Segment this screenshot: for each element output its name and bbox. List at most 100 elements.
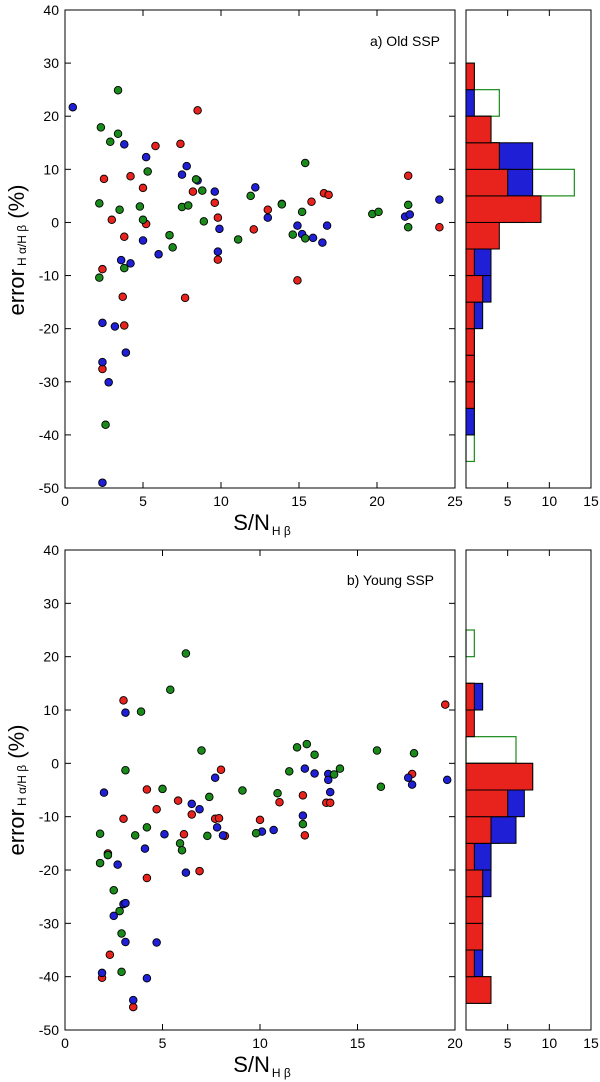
data-point-green-young — [203, 831, 212, 841]
data-point-blue-young — [99, 788, 109, 797]
y-tick-label: -40 — [39, 969, 59, 985]
data-point-green-old — [300, 234, 310, 243]
hist-x-tick-label: 5 — [504, 493, 512, 509]
x-tick-label: 5 — [139, 493, 147, 509]
data-point-green-young — [130, 831, 140, 840]
data-point-blue-young — [128, 995, 138, 1005]
data-point-green-old — [191, 175, 201, 184]
data-point-green-old — [183, 201, 193, 210]
data-point-blue-old — [98, 478, 107, 487]
data-point-blue-old — [104, 378, 113, 387]
data-point-red-old — [249, 225, 259, 234]
data-point-green-young — [175, 839, 185, 848]
hist-bar-red-old — [465, 195, 542, 223]
data-point-blue-old — [213, 247, 223, 256]
data-point-green-young — [136, 707, 146, 716]
data-point-green-young — [177, 846, 187, 855]
hist-bar-red-old — [465, 221, 500, 250]
data-point-blue-old — [182, 161, 191, 171]
hist-bar-red-old — [465, 168, 509, 197]
hist-bar-red-old — [465, 301, 475, 330]
data-point-green-young — [95, 858, 105, 868]
data-point-red-old — [293, 276, 302, 285]
data-point-red-young — [275, 798, 284, 807]
data-point-blue-old — [308, 233, 318, 243]
x-axis-label-old-ssp: S/N H β — [233, 510, 291, 538]
data-point-green-young — [117, 929, 126, 938]
y-tick-label: 40 — [43, 2, 59, 18]
data-point-red-old — [118, 292, 127, 302]
y-tick-label: 0 — [51, 214, 59, 230]
data-point-blue-old — [98, 357, 107, 367]
data-point-green-old — [403, 222, 413, 232]
data-point-green-old — [165, 230, 174, 240]
data-point-green-old — [403, 200, 413, 210]
histogram-panel-old-ssp: 5 10 15 — [465, 9, 599, 509]
data-point-green-old — [105, 137, 115, 146]
data-point-green-old — [96, 123, 106, 132]
data-point-green-old — [374, 207, 383, 217]
data-point-green-young — [302, 739, 312, 749]
hist-bar-red-young — [465, 682, 475, 711]
data-point-green-young — [95, 829, 105, 838]
data-point-red-young — [214, 814, 224, 823]
hist-bar-red-old — [465, 115, 492, 144]
data-point-green-young — [298, 819, 308, 829]
y-tick-label: 20 — [43, 649, 59, 665]
data-point-blue-young — [324, 775, 333, 785]
data-point-green-young — [238, 786, 247, 795]
y-tick-label: -50 — [39, 480, 59, 496]
x-tick-label: 15 — [291, 493, 307, 509]
hist-x-tick-label: 15 — [583, 1035, 599, 1051]
data-point-blue-old — [154, 250, 163, 259]
data-point-blue-young — [212, 823, 222, 832]
data-point-red-old — [210, 198, 220, 208]
hist-bar-red-old — [465, 248, 475, 277]
y-tick-label: 40 — [43, 542, 59, 558]
data-point-blue-young — [121, 937, 130, 947]
data-point-green-young — [103, 850, 113, 860]
data-point-green-old — [138, 215, 148, 225]
data-point-red-young — [119, 814, 128, 824]
hist-bar-red-old — [465, 142, 500, 170]
data-point-blue-young — [300, 764, 310, 773]
data-point-red-young — [142, 873, 152, 883]
data-point-blue-old — [293, 221, 302, 230]
data-point-blue-young — [160, 830, 169, 839]
y-tick-label: -30 — [39, 915, 59, 931]
hist-bar-red-young — [465, 789, 509, 818]
hist-x-tick-label: 10 — [542, 493, 558, 509]
hist-bar-blue-old — [465, 89, 475, 117]
data-point-blue-old — [126, 259, 135, 268]
hist-x-tick-label: 15 — [583, 493, 599, 509]
data-point-red-old — [98, 264, 107, 274]
data-point-red-young — [173, 796, 183, 805]
data-point-green-young — [329, 770, 339, 779]
data-point-red-young — [195, 866, 204, 876]
data-point-red-young — [441, 700, 450, 709]
data-point-green-young — [181, 649, 191, 658]
data-point-green-young — [273, 788, 282, 798]
data-point-green-old — [199, 217, 209, 226]
scatter-panel-young-ssp: errorH α/H β (%) -50 -40 -30 -20 -10 0 10 20 30 4… — [4, 542, 463, 1080]
data-point-blue-old — [98, 318, 107, 328]
data-point-red-old — [138, 183, 148, 193]
data-point-blue-old — [263, 213, 273, 222]
data-point-blue-old — [322, 221, 332, 230]
data-point-red-old — [324, 190, 333, 200]
hist-x-tick-label: 10 — [542, 1035, 558, 1051]
data-point-blue-old — [405, 210, 415, 219]
data-point-blue-old — [110, 322, 120, 331]
y-tick-label: 30 — [43, 55, 59, 71]
data-point-red-old — [176, 139, 185, 149]
plot-frame-old-ssp — [64, 9, 456, 489]
data-point-green-old — [143, 167, 152, 176]
y-tick-label: -10 — [39, 809, 59, 825]
panel-annotation-young-ssp: b) Young SSP — [347, 572, 434, 588]
hist-bar-red-old — [465, 62, 475, 91]
data-point-green-old — [198, 186, 207, 195]
data-point-blue-young — [325, 787, 335, 797]
data-point-green-young — [121, 766, 130, 775]
data-point-blue-young — [218, 831, 228, 840]
data-point-green-young — [205, 792, 214, 802]
